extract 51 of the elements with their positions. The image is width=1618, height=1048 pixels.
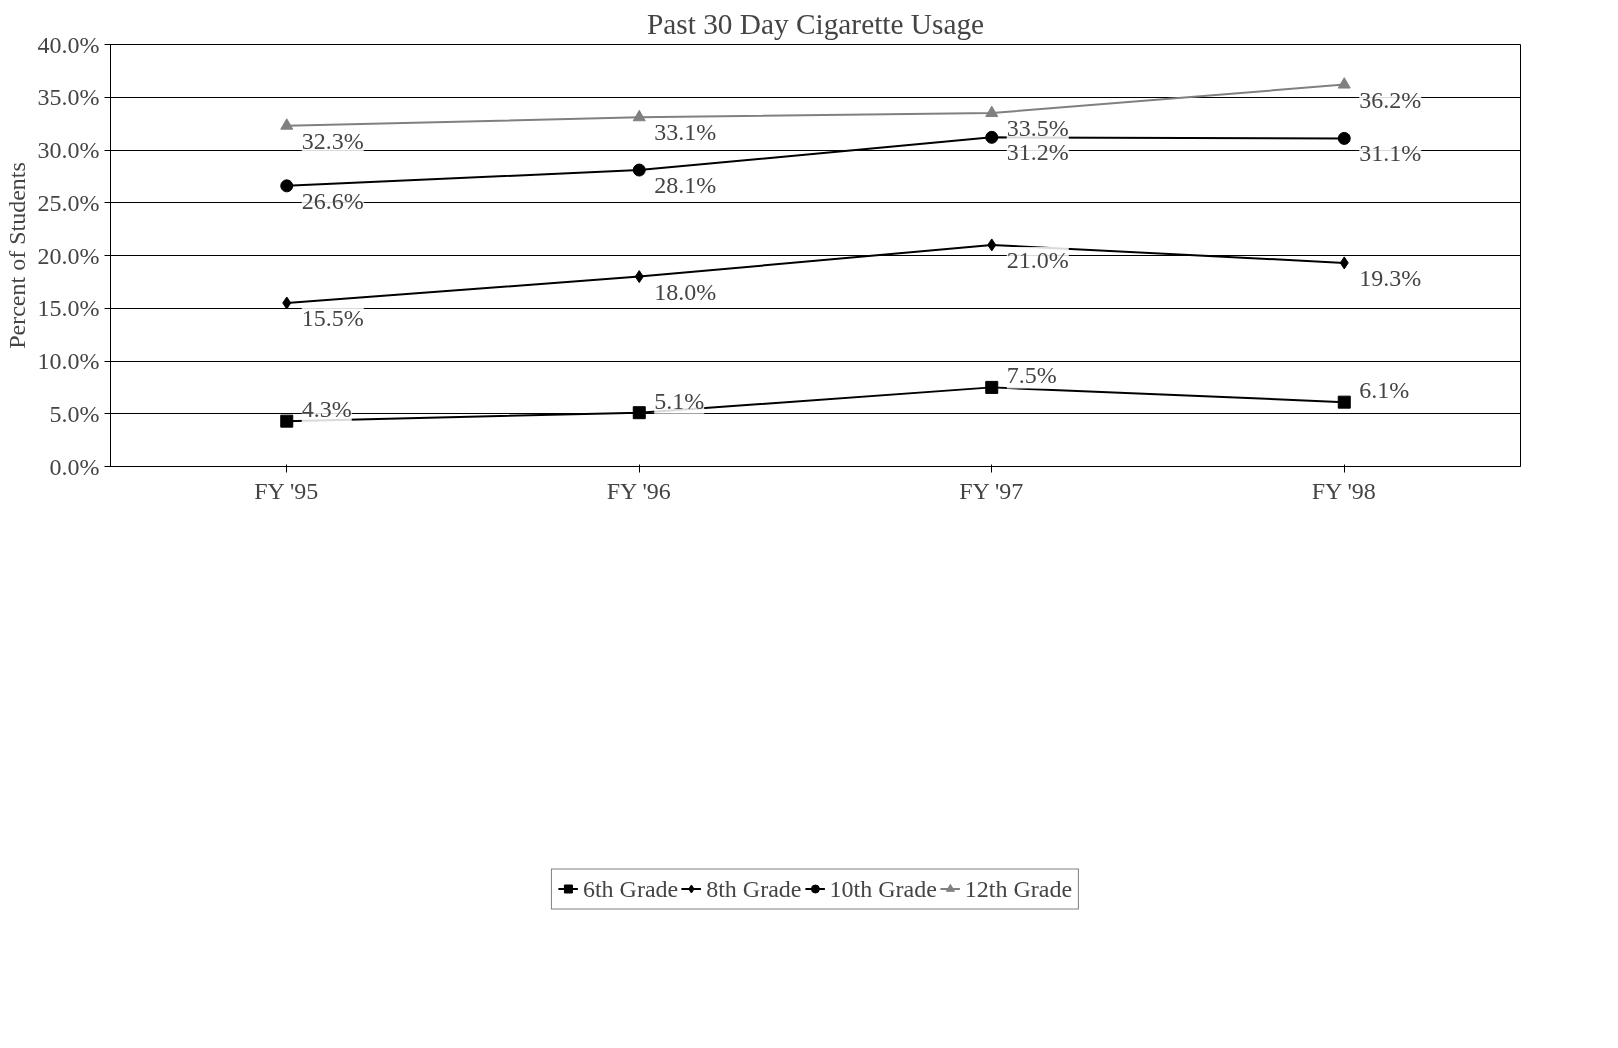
data-label: 19.3% bbox=[1359, 264, 1422, 291]
point bbox=[280, 118, 294, 130]
data-label: 5.1% bbox=[654, 387, 705, 414]
legend-label: 10th Grade bbox=[829, 875, 937, 903]
data-label: 31.1% bbox=[1359, 140, 1422, 167]
point bbox=[632, 163, 646, 177]
x-tick-label: FY '96 bbox=[606, 477, 671, 504]
point bbox=[985, 380, 999, 394]
point bbox=[634, 270, 644, 284]
x-tick-label: FY '95 bbox=[254, 477, 319, 504]
point bbox=[985, 130, 999, 144]
data-label: 28.1% bbox=[654, 172, 717, 199]
x-tick-label: FY '97 bbox=[959, 477, 1024, 504]
point bbox=[1337, 77, 1351, 89]
data-label: 18.0% bbox=[654, 278, 717, 305]
x-tick-label: FY '98 bbox=[1311, 477, 1376, 504]
legend-label: 12th Grade bbox=[964, 875, 1073, 903]
y-tick-label: 0.0% bbox=[49, 453, 100, 480]
point bbox=[280, 414, 294, 428]
data-label: 21.0% bbox=[1006, 246, 1069, 273]
point bbox=[1337, 131, 1351, 145]
y-tick-label: 40.0% bbox=[37, 31, 100, 58]
legend-label: 6th Grade bbox=[582, 875, 679, 903]
y-tick-label: 15.0% bbox=[37, 295, 100, 322]
data-label: 32.3% bbox=[301, 127, 364, 154]
y-tick-label: 20.0% bbox=[37, 242, 100, 269]
data-label: 33.5% bbox=[1006, 115, 1069, 142]
y-tick-label: 35.0% bbox=[37, 84, 100, 111]
y-axis-title: Percent of Students bbox=[3, 162, 30, 349]
y-tick-label: 30.0% bbox=[37, 137, 100, 163]
data-label: 36.2% bbox=[1359, 86, 1422, 113]
data-label: 33.1% bbox=[654, 119, 717, 146]
point bbox=[632, 406, 646, 420]
data-label: 7.5% bbox=[1006, 362, 1057, 389]
point bbox=[632, 109, 646, 122]
point bbox=[280, 179, 294, 193]
data-label: 31.2% bbox=[1006, 139, 1069, 166]
point bbox=[987, 238, 997, 252]
point bbox=[1337, 395, 1351, 409]
data-label: 15.5% bbox=[301, 304, 364, 331]
data-label: 4.3% bbox=[301, 396, 352, 423]
chart-title: Past 30 Day Cigarette Usage bbox=[646, 7, 985, 40]
point bbox=[985, 105, 999, 118]
point bbox=[1339, 256, 1349, 270]
data-label: 26.6% bbox=[301, 187, 364, 214]
point bbox=[282, 296, 292, 310]
y-tick-label: 5.0% bbox=[49, 400, 100, 427]
legend-label: 8th Grade bbox=[706, 875, 802, 903]
y-tick-label: 10.0% bbox=[37, 348, 100, 374]
data-label: 6.1% bbox=[1359, 377, 1410, 404]
y-tick-label: 25.0% bbox=[37, 189, 100, 216]
